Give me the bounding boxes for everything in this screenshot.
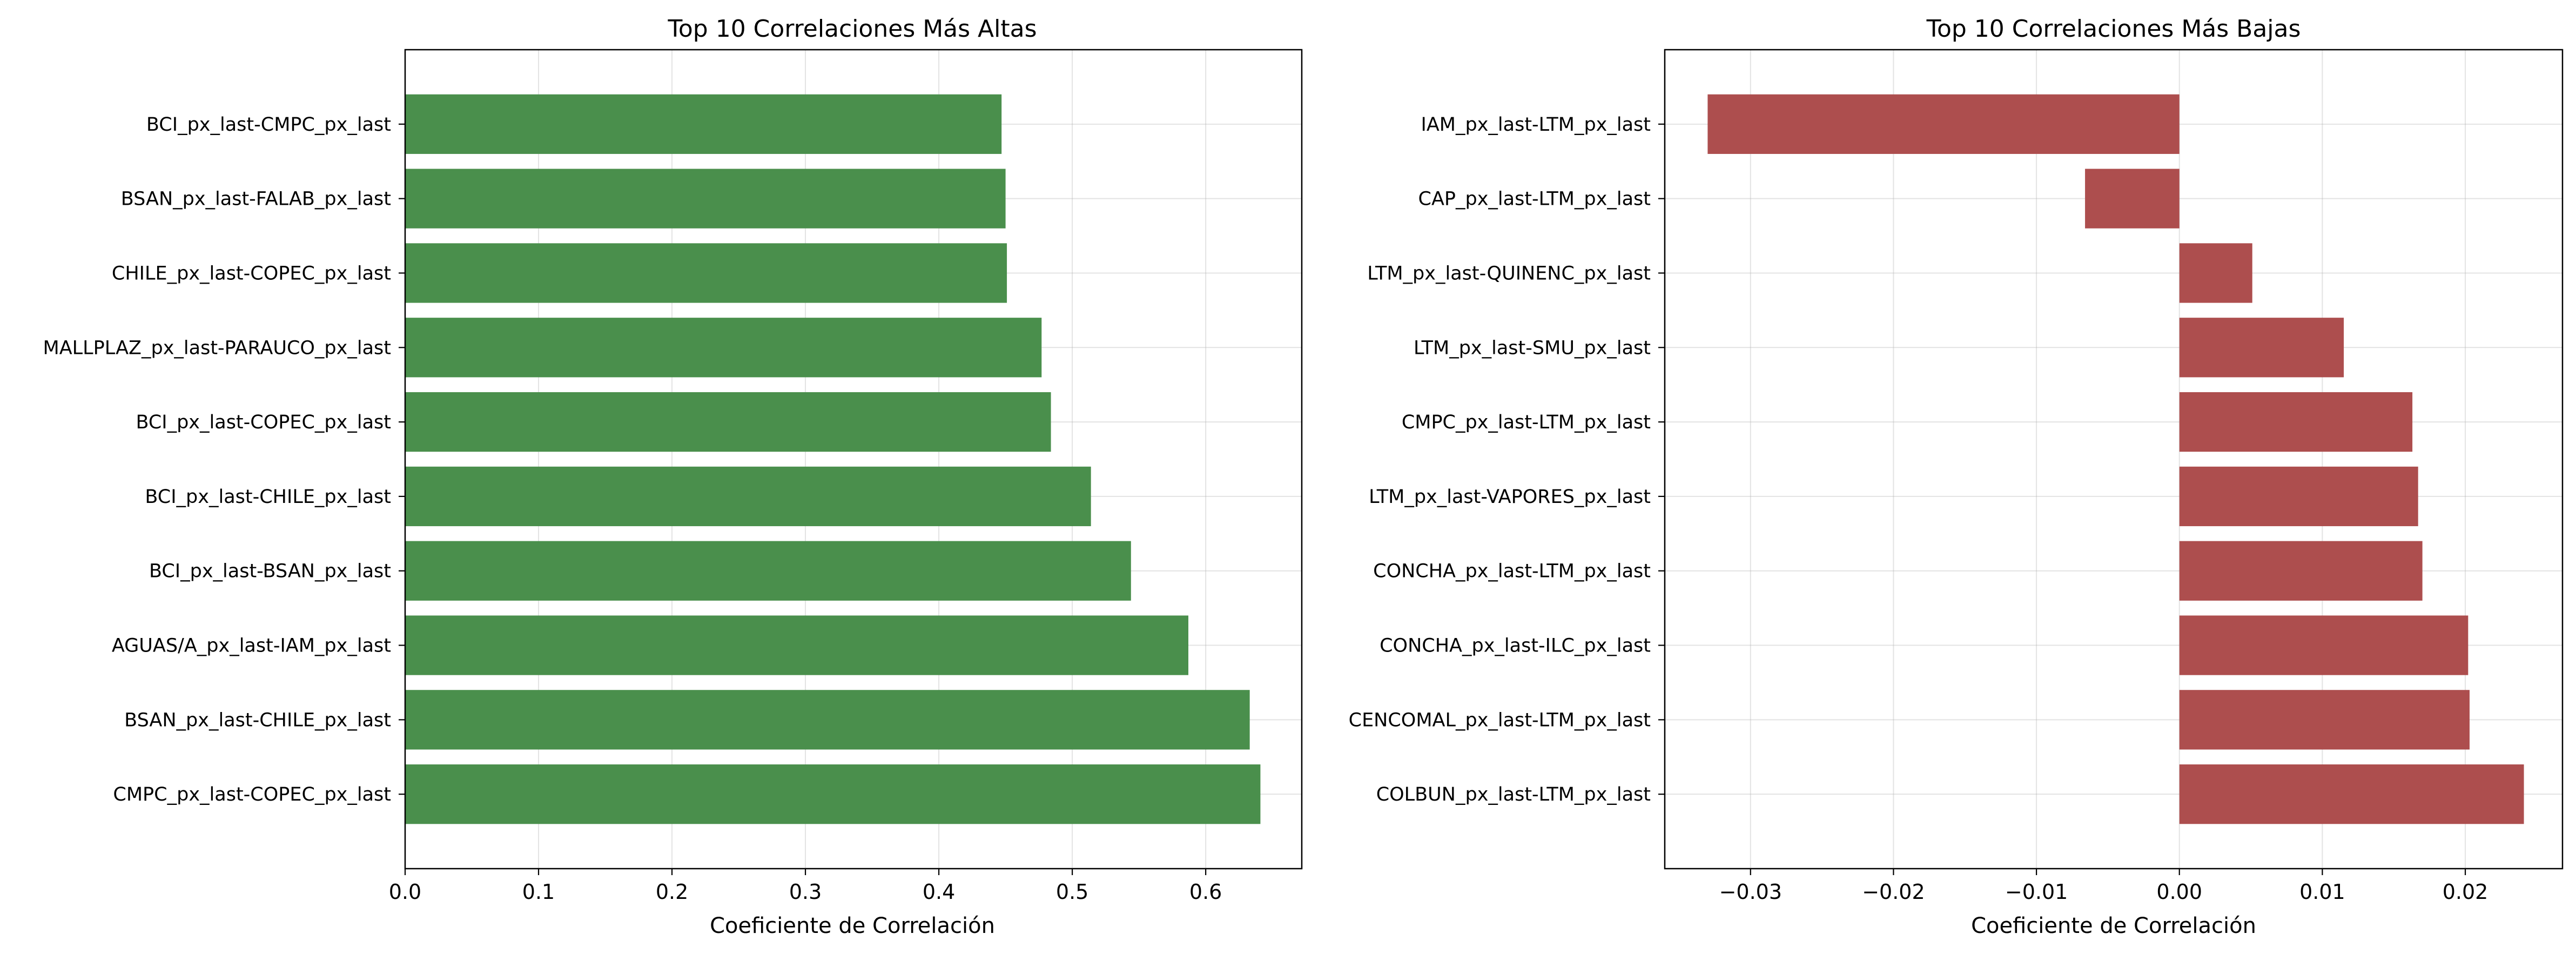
bar xyxy=(405,318,1042,378)
bar xyxy=(2179,690,2470,750)
x-tick-label: 0.1 xyxy=(522,880,555,904)
bar xyxy=(405,764,1261,824)
category-label: CMPC_px_last-LTM_px_last xyxy=(1402,412,1651,433)
category-label: CMPC_px_last-COPEC_px_last xyxy=(113,784,391,805)
bar xyxy=(405,392,1051,452)
category-label: BCI_px_last-COPEC_px_last xyxy=(136,412,391,433)
bar xyxy=(405,169,1006,229)
bar xyxy=(1707,94,2180,154)
category-label: LTM_px_last-VAPORES_px_last xyxy=(1369,486,1651,508)
bar xyxy=(405,466,1091,527)
category-label: BSAN_px_last-CHILE_px_last xyxy=(124,709,391,731)
bar xyxy=(2179,318,2344,378)
axes-frame xyxy=(404,49,1303,870)
x-tick-label: −0.03 xyxy=(1719,880,1782,904)
x-tick-label: 0.00 xyxy=(2156,880,2202,904)
chart-bottom-correlations: Top 10 Correlaciones Más Bajas COLBUN_px… xyxy=(1349,15,2564,938)
bar xyxy=(2179,764,2524,824)
x-axis-label: Coeficiente de Correlación xyxy=(710,913,995,938)
axes xyxy=(1658,49,2564,875)
bars xyxy=(405,94,1261,824)
category-label: CONCHA_px_last-LTM_px_last xyxy=(1373,561,1651,582)
x-tick-label: 0.4 xyxy=(923,880,955,904)
category-label: BCI_px_last-BSAN_px_last xyxy=(149,561,391,582)
axes-frame xyxy=(1664,49,2564,870)
bar xyxy=(2179,466,2418,527)
bar xyxy=(2085,169,2180,229)
category-label: MALLPLAZ_px_last-PARAUCO_px_last xyxy=(43,337,391,359)
category-label: LTM_px_last-QUINENC_px_last xyxy=(1367,263,1651,284)
category-labels: CMPC_px_last-COPEC_px_last BSAN_px_last-C… xyxy=(43,114,391,805)
bar xyxy=(405,94,1002,154)
category-label: COLBUN_px_last-LTM_px_last xyxy=(1376,784,1651,805)
category-label: CONCHA_px_last-ILC_px_last xyxy=(1380,635,1651,657)
x-tick-labels: 0.0 0.1 0.2 0.3 0.4 0.5 0.6 xyxy=(389,880,1222,904)
x-tick-label: 0.6 xyxy=(1189,880,1222,904)
chart-title: Top 10 Correlaciones Más Bajas xyxy=(1926,15,2301,43)
bars xyxy=(1707,94,2524,824)
bar xyxy=(2179,541,2423,601)
x-tick-label: −0.02 xyxy=(1862,880,1925,904)
bar xyxy=(405,690,1250,750)
x-tick-label: −0.01 xyxy=(2005,880,2068,904)
x-tick-label: 0.5 xyxy=(1056,880,1088,904)
bar xyxy=(405,243,1007,303)
x-tick-label: 0.3 xyxy=(789,880,822,904)
category-label: BCI_px_last-CMPC_px_last xyxy=(146,114,391,136)
bar xyxy=(405,541,1131,601)
axes xyxy=(399,49,1303,875)
category-label: BCI_px_last-CHILE_px_last xyxy=(145,486,391,508)
category-label: LTM_px_last-SMU_px_last xyxy=(1414,337,1651,359)
x-axis-label: Coeficiente de Correlación xyxy=(1971,913,2256,938)
bar xyxy=(2179,615,2469,675)
bar xyxy=(2179,392,2413,452)
bar xyxy=(2179,243,2252,303)
x-tick-labels: −0.03 −0.02 −0.01 0.00 0.01 0.02 xyxy=(1719,880,2488,904)
category-label: BSAN_px_last-FALAB_px_last xyxy=(121,189,391,210)
category-label: CAP_px_last-LTM_px_last xyxy=(1418,189,1651,210)
category-labels: COLBUN_px_last-LTM_px_last CENCOMAL_px_la… xyxy=(1349,114,1651,805)
x-tick-label: 0.02 xyxy=(2443,880,2488,904)
x-tick-label: 0.01 xyxy=(2299,880,2345,904)
category-label: CENCOMAL_px_last-LTM_px_last xyxy=(1349,709,1651,731)
chart-title: Top 10 Correlaciones Más Altas xyxy=(667,15,1037,43)
category-label: AGUAS/A_px_last-IAM_px_last xyxy=(112,635,391,657)
category-label: IAM_px_last-LTM_px_last xyxy=(1421,114,1651,136)
chart-top-correlations: Top 10 Correlaciones Más Altas CMPC_px_l… xyxy=(43,15,1303,938)
x-tick-label: 0.0 xyxy=(389,880,421,904)
x-tick-label: 0.2 xyxy=(656,880,688,904)
category-label: CHILE_px_last-COPEC_px_last xyxy=(112,263,391,284)
bar xyxy=(405,615,1189,675)
